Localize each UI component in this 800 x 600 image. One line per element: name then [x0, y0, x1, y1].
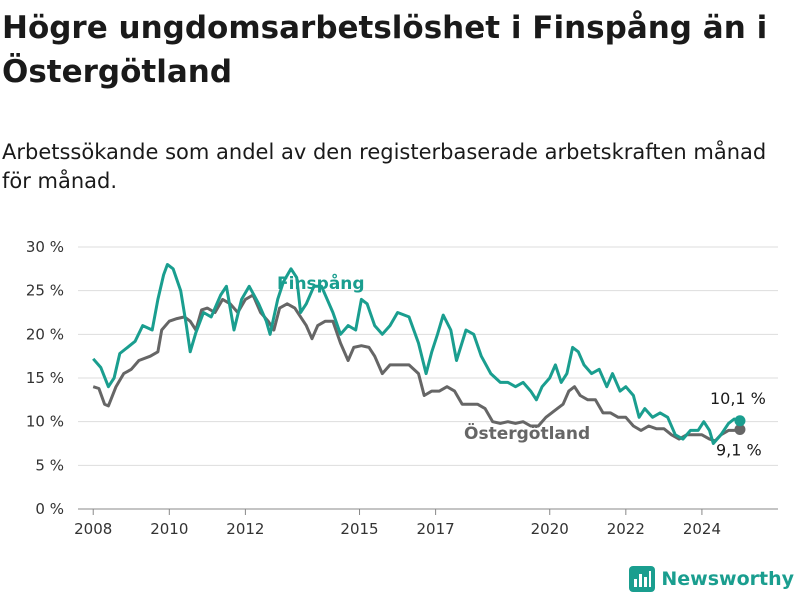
x-tick-label: 2024: [683, 520, 721, 538]
y-tick-label: 15 %: [26, 369, 64, 387]
chart-title: Högre ungdomsarbetslöshet i Finspång än …: [2, 10, 768, 90]
series-lines: [92, 263, 746, 445]
chart-subtitle: Arbetssökande som andel av den registerb…: [2, 140, 767, 193]
x-tick-label: 2010: [150, 520, 188, 538]
series-end-label-finspang: 10,1 %: [710, 389, 766, 408]
axes: 0 % 5 % 10 % 15 % 20 % 25 % 30 % 2008 2010 2012 20…: [26, 238, 721, 538]
y-tick-label: 5 %: [35, 456, 64, 474]
grid-lines: [78, 246, 778, 510]
series-label-finspang: Finspång: [277, 272, 365, 294]
y-tick-label: 20 %: [26, 325, 64, 343]
newsworthy-logo: Newsworthy: [629, 566, 794, 592]
series-line-ostergötland: [92, 293, 741, 443]
series-label-ostergötland: Östergötland: [464, 422, 590, 444]
series-labels: Östergötland 9,1 % Finspång 10,1 %: [277, 272, 766, 460]
series-end-point-finspang: [734, 415, 746, 427]
y-tick-label: 10 %: [26, 413, 64, 431]
series-line-finspang: [92, 263, 741, 445]
x-tick-label: 2015: [340, 520, 378, 538]
x-tick-label: 2017: [417, 520, 455, 538]
x-tick-label: 2008: [74, 520, 112, 538]
x-tick-label: 2022: [607, 520, 645, 538]
brand-name: Newsworthy: [661, 568, 794, 590]
x-tick-label: 2012: [226, 520, 264, 538]
bar-chart-logo-icon: [629, 566, 656, 592]
y-tick-label: 30 %: [26, 238, 64, 256]
y-tick-label: 25 %: [26, 282, 64, 300]
series-end-label-ostergötland: 9,1 %: [716, 441, 762, 460]
series-end-point-ostergötland: [734, 424, 746, 436]
y-tick-label: 0 %: [35, 500, 64, 518]
x-tick-label: 2020: [531, 520, 569, 538]
